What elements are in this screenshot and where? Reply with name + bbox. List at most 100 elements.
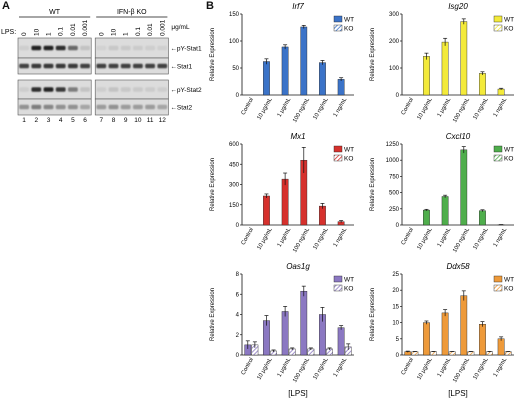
bar-wt <box>479 73 485 95</box>
y-tick-label: 300 <box>389 12 400 18</box>
legend-label-wt: WT <box>504 17 514 24</box>
lane-concentration: 0 <box>21 32 28 36</box>
lane-concentration: 1 <box>123 32 130 36</box>
blot-band <box>80 64 90 68</box>
x-tick-label: 10 μg/mL <box>256 356 274 381</box>
x-tick-label: 10 ng/mL <box>312 96 330 121</box>
y-tick-label: 600 <box>229 142 240 148</box>
y-tick-label: 750 <box>389 174 400 180</box>
legend-label-ko: KO <box>344 156 353 163</box>
blot-protein-label: ←pY-Stat1 <box>170 46 202 53</box>
blot-band <box>68 64 78 68</box>
blot-band <box>133 105 143 109</box>
panel-b-letter: B <box>206 0 214 12</box>
blot-protein-label: ←pY-Stat2 <box>170 87 202 94</box>
x-tick-label: 1 μg/mL <box>277 356 293 378</box>
lane-number: 3 <box>47 117 51 124</box>
lane-concentration: 10 <box>111 28 118 36</box>
bar-wt <box>301 27 307 95</box>
y-axis-label: Relative Expression <box>210 28 216 81</box>
y-tick-label: 0 <box>236 93 240 99</box>
bar-wt <box>442 42 448 95</box>
y-tick-label: 0 <box>396 353 400 359</box>
bar-wt <box>461 150 467 225</box>
blot-band <box>44 64 54 68</box>
bar-wt <box>498 89 504 95</box>
legend-label-wt: WT <box>504 277 514 284</box>
x-tick-label: 1 ng/mL <box>333 226 349 248</box>
bar-ko <box>486 352 492 355</box>
bar-ko <box>412 352 418 355</box>
blot-band <box>80 105 90 109</box>
lps-label: LPS: <box>1 29 16 36</box>
bar-wt <box>338 328 344 355</box>
bar-wt <box>423 210 429 225</box>
x-tick-label: 10 μg/mL <box>256 226 274 251</box>
blot-band <box>31 87 41 91</box>
legend-swatch-wt <box>494 146 502 152</box>
panel-a-letter: A <box>2 0 10 12</box>
blot-band <box>145 87 155 91</box>
blot-band <box>68 87 78 91</box>
blot-band <box>121 87 131 91</box>
x-tick-label: 10 μg/mL <box>416 96 434 121</box>
blot-band <box>145 46 155 50</box>
blot-strip <box>18 99 168 115</box>
blot-band <box>44 46 54 50</box>
y-tick-label: 250 <box>389 207 400 213</box>
legend-label-ko: KO <box>504 156 513 163</box>
lane-number: 6 <box>83 117 87 124</box>
x-tick-label: 1 ng/mL <box>333 356 349 378</box>
legend-swatch-ko <box>334 25 342 31</box>
blot-band <box>31 64 41 68</box>
legend-label-ko: KO <box>344 286 353 293</box>
y-axis-label: Relative Expression <box>370 288 376 341</box>
blot-band <box>121 105 131 109</box>
blot-band <box>96 105 106 109</box>
y-tick-label: 500 <box>389 191 400 197</box>
blot-band <box>44 105 54 109</box>
blot-strip <box>18 38 168 58</box>
y-tick-label: 0 <box>396 223 400 229</box>
x-tick-label: 10 ng/mL <box>472 226 490 251</box>
blot-band <box>133 87 143 91</box>
blot-band <box>68 105 78 109</box>
bar-wt <box>263 62 269 95</box>
legend-label-wt: WT <box>344 17 354 24</box>
bar-wt <box>301 291 307 355</box>
x-tick-label: 100 ng/mL <box>452 356 471 383</box>
lane-number: 9 <box>124 117 128 124</box>
y-tick-label: 450 <box>229 162 240 168</box>
y-tick-label: 50 <box>232 66 239 72</box>
x-tick-label: 1 ng/mL <box>493 96 509 118</box>
bar-wt <box>442 196 448 225</box>
y-tick-label: 100 <box>389 66 400 72</box>
y-tick-label: 8 <box>236 272 240 278</box>
x-tick-label: 1 ng/mL <box>493 356 509 378</box>
x-tick-label: 100 ng/mL <box>292 226 311 253</box>
blot-band <box>121 46 131 50</box>
chart-title: Mx1 <box>290 132 305 141</box>
legend-label-ko: KO <box>344 26 353 33</box>
y-tick-label: 300 <box>229 183 240 189</box>
bar-ko <box>505 352 511 355</box>
bar-wt <box>498 339 504 355</box>
blot-band <box>19 105 29 109</box>
blot-band <box>19 64 29 68</box>
blot-band <box>157 105 167 109</box>
blot-band <box>109 105 119 109</box>
x-tick-label: 10 ng/mL <box>472 356 490 381</box>
y-tick-label: 150 <box>229 203 240 209</box>
x-tick-label: 1 μg/mL <box>277 96 293 118</box>
legend-swatch-ko <box>494 25 502 31</box>
blot-band <box>96 87 106 91</box>
lane-number: 12 <box>159 117 167 124</box>
bar-ko <box>430 352 436 355</box>
lane-number: 5 <box>71 117 75 124</box>
